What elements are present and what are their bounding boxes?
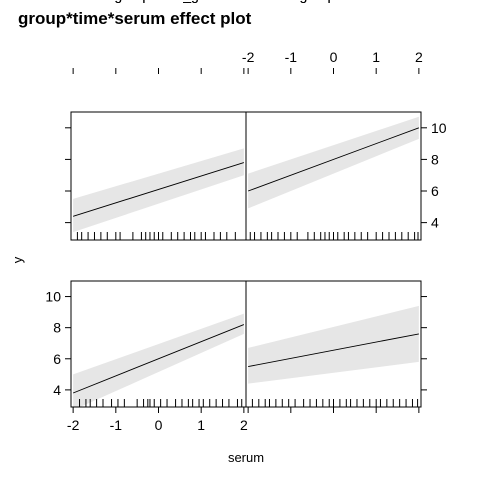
strip-label: group = Ctl_gt [114, 0, 202, 3]
y-tick-label: 10 [45, 289, 61, 305]
strip-label: time = 2 [133, 0, 183, 3]
panel-grid: time = 2group = Ctl_gttime = 2group = Tr… [45, 0, 446, 433]
x-tick-label: -2 [242, 49, 255, 65]
y-tick-label: 6 [53, 351, 61, 367]
x-tick-label: 2 [240, 417, 248, 433]
x-tick-label: -1 [110, 417, 123, 433]
confidence-band [248, 116, 419, 209]
y-tick-label: 4 [53, 382, 61, 398]
fit-line [248, 333, 419, 367]
confidence-band [73, 313, 244, 407]
y-tick-label: 10 [431, 120, 447, 136]
panel-2: time = 2group = Trt [245, 0, 422, 241]
x-tick-label: -2 [67, 417, 80, 433]
panel-1: time = 2group = Ctl_gt [70, 0, 247, 241]
panel-frame [245, 111, 422, 241]
x-tick-label: 2 [415, 49, 423, 65]
x-tick-label: -1 [285, 49, 298, 65]
x-tick-label: 1 [372, 49, 380, 65]
confidence-band [73, 148, 244, 233]
fit-line [72, 324, 245, 394]
strip-label: group = Trt [299, 0, 367, 3]
chart-title: group*time*serum effect plot [18, 9, 252, 28]
x-tick-label: 0 [155, 417, 163, 433]
fit-line [247, 127, 420, 192]
x-axis-label: serum [228, 450, 264, 465]
panel-4: time = 1group = Trt [245, 0, 422, 408]
x-tick-label: 0 [330, 49, 338, 65]
y-tick-label: 6 [431, 183, 439, 199]
fit-line [72, 162, 245, 217]
strip-label: time = 2 [308, 0, 358, 3]
y-axis-label: y [10, 256, 25, 263]
y-tick-label: 8 [53, 320, 61, 336]
strip-label: group = Ctl_gt [114, 0, 202, 3]
strip-label: group = Trt [299, 0, 367, 3]
x-tick-label: 1 [197, 417, 205, 433]
strip-label: time = 1 [308, 0, 358, 3]
confidence-band [248, 305, 419, 384]
y-tick-label: 4 [431, 215, 439, 231]
strip-label: time = 1 [133, 0, 183, 3]
y-tick-label: 8 [431, 151, 439, 167]
